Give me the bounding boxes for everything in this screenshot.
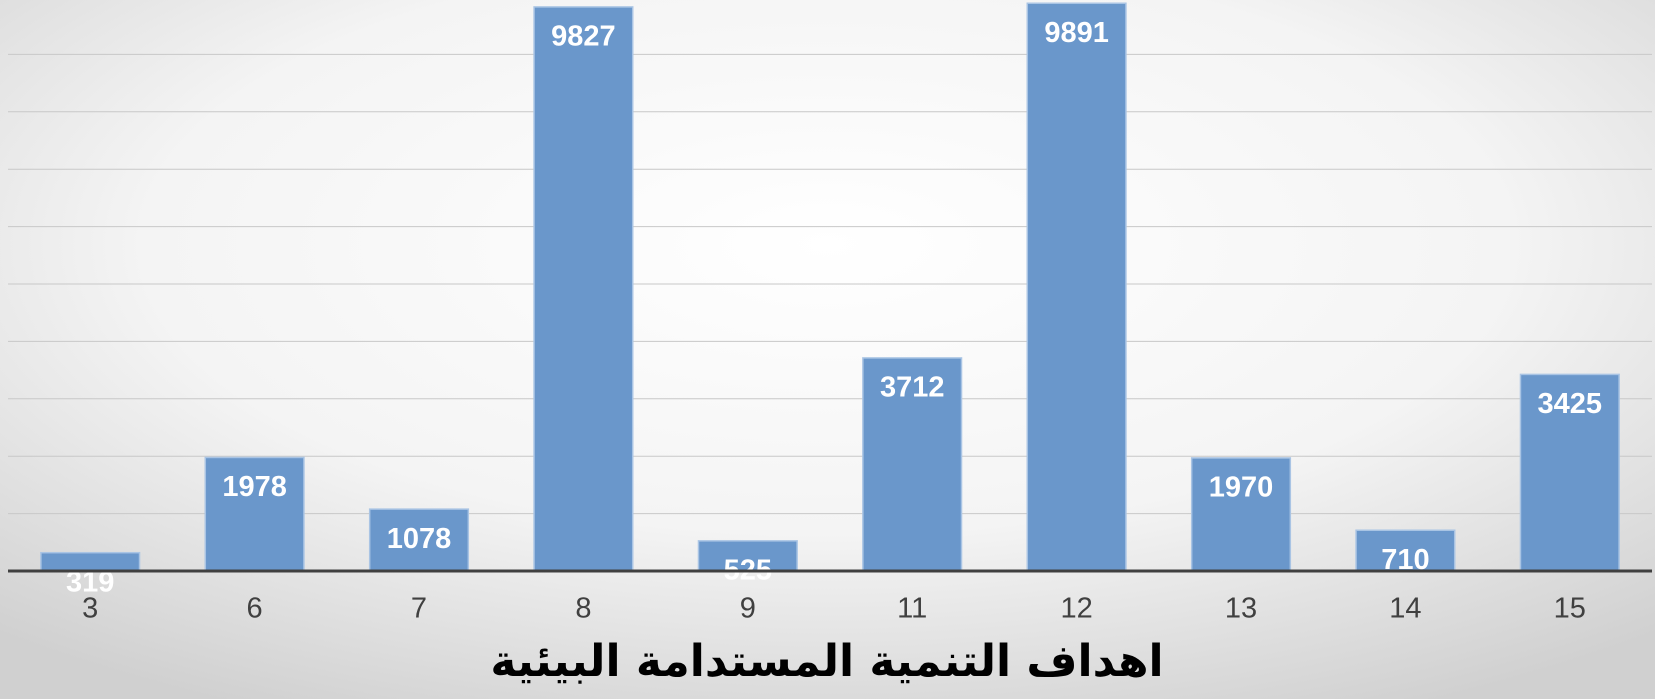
bar (1026, 2, 1127, 572)
bar (862, 357, 963, 572)
x-tick-label: 3 (82, 593, 98, 625)
x-tick-label: 13 (1225, 593, 1257, 625)
bar (533, 6, 634, 572)
bar (1355, 529, 1456, 572)
x-axis-title: اهداف التنمية المستدامة البيئية (490, 636, 1163, 687)
data-label: 3425 (1538, 388, 1603, 420)
data-label: 1970 (1209, 472, 1274, 504)
bar (1519, 373, 1620, 572)
x-tick-label: 7 (411, 593, 427, 625)
data-label: 9891 (1044, 17, 1109, 49)
data-label: 9827 (551, 21, 616, 53)
data-label: 3712 (880, 372, 945, 404)
x-tick-label: 12 (1060, 593, 1092, 625)
x-tick-label: 11 (897, 593, 927, 625)
bar (1190, 457, 1292, 572)
x-tick-label: 14 (1389, 593, 1421, 625)
x-tick-label: 9 (740, 593, 756, 625)
x-tick-label: 15 (1554, 593, 1586, 625)
x-tick-label: 6 (247, 593, 263, 625)
data-label: 1078 (387, 523, 452, 555)
data-label: 1978 (222, 471, 287, 503)
x-tick-label: 8 (575, 593, 591, 625)
